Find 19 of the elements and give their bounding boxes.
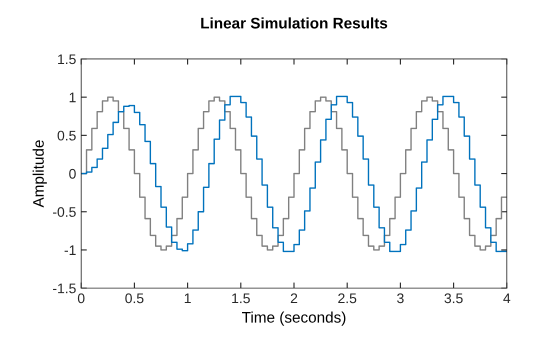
- y-tick-label: -1.5: [53, 284, 76, 294]
- x-tick-label: 1: [184, 294, 191, 304]
- x-tick-label: 1.5: [232, 294, 250, 304]
- x-axis-title: Time (seconds): [242, 312, 346, 326]
- x-tick-label: 3.5: [444, 293, 463, 304]
- y-tick-label: 0: [69, 168, 76, 179]
- x-tick-label: 0: [78, 293, 85, 304]
- x-tick-label: 2: [290, 293, 298, 304]
- x-tick-label: 3: [397, 293, 404, 304]
- y-axis-title: Amplitude: [32, 140, 47, 208]
- x-tick-label: 4: [503, 294, 510, 304]
- chart-title: Linear Simulation Results: [201, 17, 388, 29]
- y-tick-label: 1: [70, 92, 76, 102]
- y-tick-label: 0.5: [58, 130, 76, 141]
- y-tick-label: -1: [64, 245, 76, 255]
- x-tick-label: 2.5: [338, 293, 356, 304]
- y-tick-label: 1.5: [58, 54, 76, 64]
- y-tick-label: -0.5: [53, 207, 76, 217]
- x-tick-label: 0.5: [125, 293, 144, 304]
